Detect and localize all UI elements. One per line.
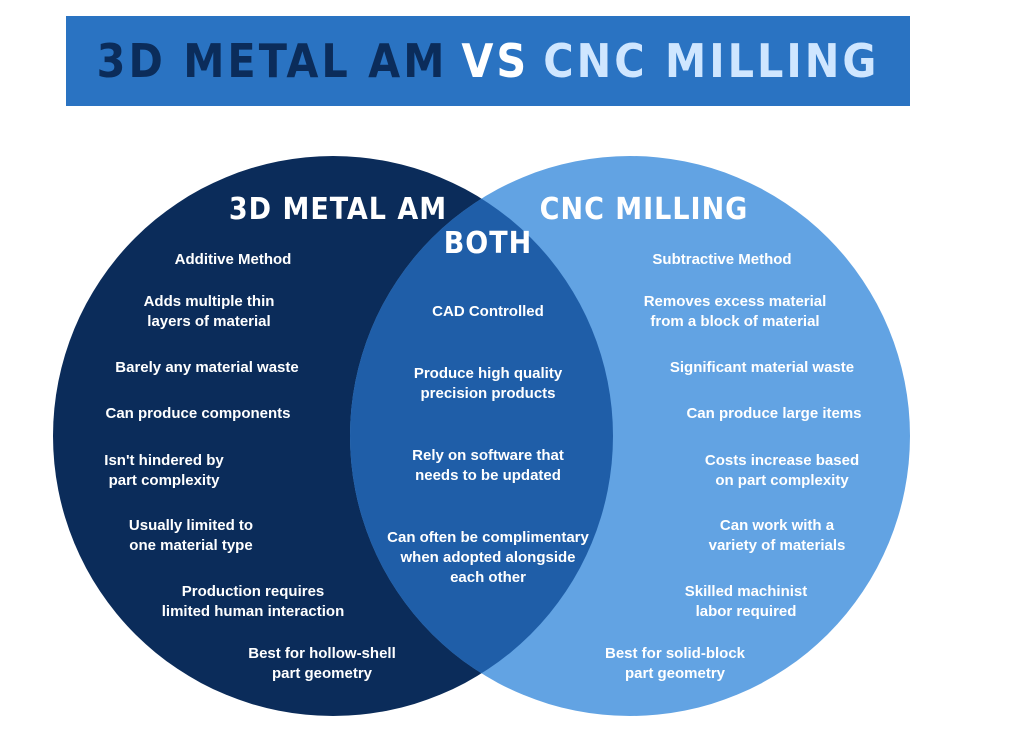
right-item: Skilled machinist labor required xyxy=(684,583,808,620)
both-item: Can often be complimentary when adopted … xyxy=(387,529,589,586)
right-item: Can work with a variety of materials xyxy=(708,517,846,554)
right-item: Costs increase based on part complexity xyxy=(704,452,860,489)
both-item: CAD Controlled xyxy=(432,303,544,320)
left-item: Can produce components xyxy=(105,405,291,422)
title-banner: 3D METAL AM VS CNC MILLING xyxy=(66,16,910,106)
left-item: Adds multiple thin layers of material xyxy=(143,293,275,330)
left-item: Barely any material waste xyxy=(115,359,299,376)
title-part-metal-am: 3D METAL AM xyxy=(96,34,448,88)
left-item: Isn't hindered by part complexity xyxy=(104,452,224,489)
right-item: Removes excess material from a block of … xyxy=(643,293,827,330)
both-item: Produce high quality precision products xyxy=(413,365,563,402)
right-item: Can produce large items xyxy=(686,405,862,422)
left-item: Best for hollow-shell part geometry xyxy=(248,645,396,682)
left-item: Production requires limited human intera… xyxy=(161,583,345,620)
overlap-region xyxy=(350,156,613,716)
right-heading: CNC MILLING xyxy=(539,192,749,227)
both-item: Rely on software that needs to be update… xyxy=(412,447,564,484)
left-item: Additive Method xyxy=(174,251,292,268)
title-part-vs: VS xyxy=(461,34,530,88)
right-item: Best for solid-block part geometry xyxy=(604,645,746,682)
title-part-cnc-milling: CNC MILLING xyxy=(543,34,880,88)
right-item: Significant material waste xyxy=(669,359,855,376)
left-item: Usually limited to one material type xyxy=(128,517,254,554)
left-heading: 3D METAL AM xyxy=(228,192,448,227)
right-item: Subtractive Method xyxy=(652,251,792,268)
both-heading: BOTH xyxy=(443,226,533,261)
